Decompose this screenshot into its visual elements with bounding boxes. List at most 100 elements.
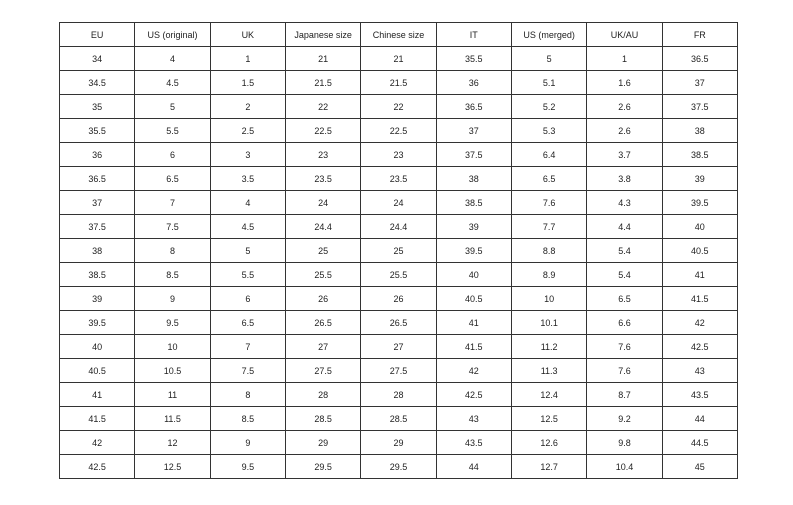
- table-cell: 38.5: [58, 262, 136, 287]
- table-cell: 27: [284, 334, 362, 359]
- table-cell: 28.5: [360, 406, 437, 431]
- table-cell: 44.5: [661, 430, 739, 455]
- table-cell: 1: [209, 46, 286, 71]
- table-cell: 1.5: [209, 70, 286, 95]
- table-cell: 39.5: [661, 190, 739, 215]
- table-row: 42.5 12.5 9.5 29.5 29.5 44 12.7 10.4 45: [58, 454, 739, 479]
- column-header: US (merged): [510, 22, 588, 47]
- shoe-size-table: EU US (original) UK Japanese size Chinese si…: [58, 22, 739, 479]
- table-cell: 40.5: [661, 238, 739, 263]
- table-cell: 41: [435, 310, 512, 335]
- table-cell: 6.6: [586, 310, 663, 335]
- table-row: 37 7 4 24 24 38.5 7.6 4.3 39.5: [58, 190, 739, 215]
- table-cell: 7.6: [586, 358, 663, 383]
- table-cell: 43.5: [435, 430, 512, 455]
- table-cell: 41.5: [435, 334, 512, 359]
- column-header: FR: [661, 22, 739, 47]
- table-cell: 37.5: [661, 94, 739, 119]
- table-cell: 26: [284, 286, 362, 311]
- table-cell: 40: [58, 334, 136, 359]
- table-row: 37.5 7.5 4.5 24.4 24.4 39 7.7 4.4 40: [58, 214, 739, 239]
- table-cell: 5.5: [209, 262, 286, 287]
- table-cell: 28: [284, 382, 362, 407]
- table-row: 40.5 10.5 7.5 27.5 27.5 42 11.3 7.6 43: [58, 358, 739, 383]
- table-cell: 42: [58, 430, 136, 455]
- table-cell: 24: [360, 190, 437, 215]
- table-cell: 28: [360, 382, 437, 407]
- table-cell: 9: [209, 430, 286, 455]
- table-cell: 23: [360, 142, 437, 167]
- table-cell: 9.8: [586, 430, 663, 455]
- table-cell: 22.5: [360, 118, 437, 143]
- table-cell: 38.5: [661, 142, 739, 167]
- table-cell: 37: [435, 118, 512, 143]
- table-cell: 21.5: [360, 70, 437, 95]
- table-cell: 2.6: [586, 118, 663, 143]
- table-cell: 5.1: [510, 70, 588, 95]
- table-cell: 36.5: [435, 94, 512, 119]
- table-cell: 22.5: [284, 118, 362, 143]
- table-cell: 6.5: [134, 166, 211, 191]
- table-cell: 7.6: [586, 334, 663, 359]
- table-cell: 42.5: [435, 382, 512, 407]
- table-cell: 45: [661, 454, 739, 479]
- table-cell: 43: [661, 358, 739, 383]
- table-cell: 41: [58, 382, 136, 407]
- table-row: 40 10 7 27 27 41.5 11.2 7.6 42.5: [58, 334, 739, 359]
- header-row: EU US (original) UK Japanese size Chinese si…: [58, 22, 739, 47]
- table-cell: 25.5: [284, 262, 362, 287]
- table-cell: 28.5: [284, 406, 362, 431]
- table-cell: 25: [284, 238, 362, 263]
- table-row: 38.5 8.5 5.5 25.5 25.5 40 8.9 5.4 41: [58, 262, 739, 287]
- table-cell: 7: [209, 334, 286, 359]
- table-cell: 41: [661, 262, 739, 287]
- table-cell: 5.5: [134, 118, 211, 143]
- table-cell: 5: [134, 94, 211, 119]
- column-header: UK: [209, 22, 286, 47]
- table-cell: 39: [58, 286, 136, 311]
- table-cell: 40: [435, 262, 512, 287]
- table-cell: 36: [58, 142, 136, 167]
- table-cell: 38: [435, 166, 512, 191]
- table-cell: 25.5: [360, 262, 437, 287]
- table-cell: 36: [435, 70, 512, 95]
- table-row: 35 5 2 22 22 36.5 5.2 2.6 37.5: [58, 94, 739, 119]
- table-cell: 4.4: [586, 214, 663, 239]
- table-cell: 8.9: [510, 262, 588, 287]
- table-cell: 22: [360, 94, 437, 119]
- table-cell: 26.5: [360, 310, 437, 335]
- table-cell: 9: [134, 286, 211, 311]
- table-cell: 2: [209, 94, 286, 119]
- table-cell: 5.2: [510, 94, 588, 119]
- table-cell: 39: [435, 214, 512, 239]
- table-row: 35.5 5.5 2.5 22.5 22.5 37 5.3 2.6 38: [58, 118, 739, 143]
- table-cell: 10: [134, 334, 211, 359]
- table-cell: 41.5: [661, 286, 739, 311]
- table-cell: 11.5: [134, 406, 211, 431]
- table-cell: 24: [284, 190, 362, 215]
- table-cell: 42.5: [661, 334, 739, 359]
- table-cell: 26: [360, 286, 437, 311]
- table-row: 36.5 6.5 3.5 23.5 23.5 38 6.5 3.8 39: [58, 166, 739, 191]
- table-row: 39.5 9.5 6.5 26.5 26.5 41 10.1 6.6 42: [58, 310, 739, 335]
- table-cell: 23: [284, 142, 362, 167]
- table-cell: 10.5: [134, 358, 211, 383]
- table-cell: 38: [58, 238, 136, 263]
- table-cell: 21.5: [284, 70, 362, 95]
- table-cell: 4.3: [586, 190, 663, 215]
- table-cell: 7.5: [134, 214, 211, 239]
- table-row: 38 8 5 25 25 39.5 8.8 5.4 40.5: [58, 238, 739, 263]
- table-cell: 2.5: [209, 118, 286, 143]
- table-cell: 40.5: [58, 358, 136, 383]
- table-cell: 3.5: [209, 166, 286, 191]
- column-header: Japanese size: [284, 22, 362, 47]
- table-cell: 21: [360, 46, 437, 71]
- table-cell: 35: [58, 94, 136, 119]
- table-row: 41.5 11.5 8.5 28.5 28.5 43 12.5 9.2 44: [58, 406, 739, 431]
- table-cell: 10.4: [586, 454, 663, 479]
- table-cell: 10: [510, 286, 588, 311]
- table-cell: 10.1: [510, 310, 588, 335]
- table-cell: 43.5: [661, 382, 739, 407]
- table-cell: 12.5: [510, 406, 588, 431]
- table-cell: 26.5: [284, 310, 362, 335]
